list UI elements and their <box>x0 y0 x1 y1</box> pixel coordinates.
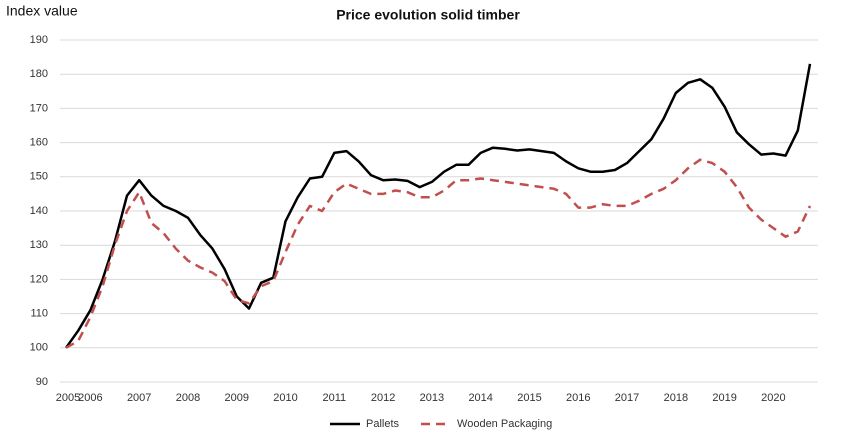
line-series <box>65 158 812 349</box>
x-tick-label: 2010 <box>273 392 297 404</box>
x-tick-label: 2011 <box>322 392 346 404</box>
y-axis-label: Index value <box>6 3 78 19</box>
y-tick-label: 140 <box>30 205 48 217</box>
x-tick-label: 2017 <box>615 392 639 404</box>
x-tick-label: 2016 <box>566 392 590 404</box>
chart-title: Price evolution solid timber <box>336 7 520 23</box>
x-tick-label: 2012 <box>371 392 395 404</box>
y-tick-label: 150 <box>30 171 48 183</box>
x-tick-label: 2005 <box>56 392 80 404</box>
y-tick-label: 190 <box>30 34 48 46</box>
x-tick-label: 2007 <box>127 392 151 404</box>
x-tick-label: 2006 <box>78 392 102 404</box>
y-tick-label: 120 <box>30 273 48 285</box>
y-tick-label: 110 <box>30 308 48 320</box>
x-tick-label: 2009 <box>225 392 249 404</box>
legend-label: Wooden Packaging <box>457 418 552 430</box>
x-tick-label: 2013 <box>420 392 444 404</box>
x-tick-label: 2008 <box>176 392 200 404</box>
x-tick-label: 2015 <box>517 392 541 404</box>
line-series <box>64 63 812 349</box>
legend-label: Pallets <box>366 418 400 430</box>
y-tick-label: 90 <box>36 376 48 388</box>
y-tick-label: 130 <box>30 239 48 251</box>
y-tick-label: 100 <box>30 342 48 354</box>
x-tick-label: 2019 <box>712 392 736 404</box>
x-tick-label: 2014 <box>468 392 492 404</box>
y-tick-label: 160 <box>30 137 48 149</box>
y-tick-label: 170 <box>30 102 48 114</box>
x-tick-label: 2020 <box>761 392 785 404</box>
x-tick-label: 2018 <box>664 392 688 404</box>
y-tick-label: 180 <box>30 68 48 80</box>
